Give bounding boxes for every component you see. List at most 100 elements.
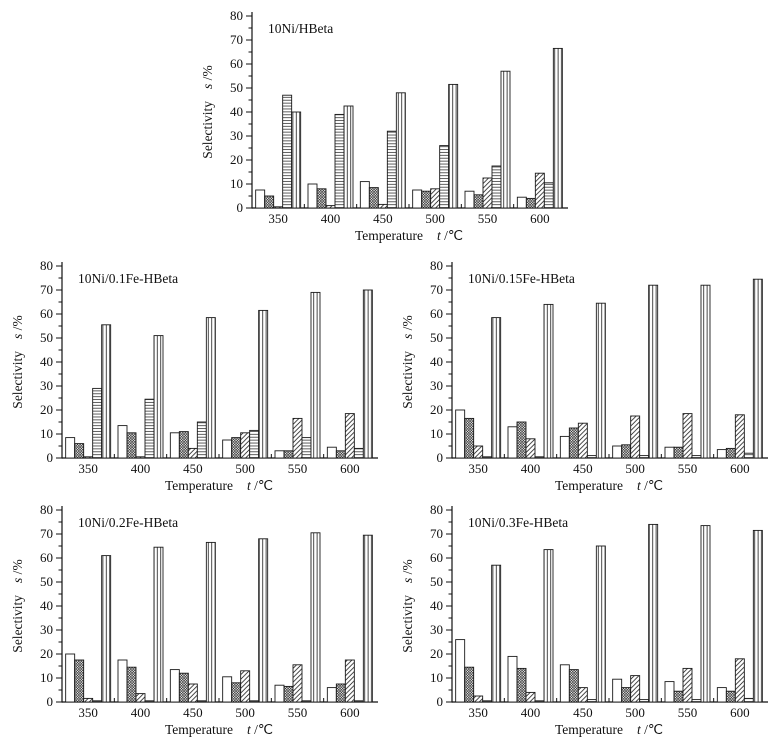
open-bar bbox=[307, 183, 318, 209]
vertical-line-bar bbox=[258, 538, 269, 703]
diagonal-hatch-bar bbox=[577, 422, 588, 459]
horizontal-line-bar bbox=[586, 699, 597, 703]
y-tick-label: 50 bbox=[40, 330, 53, 345]
diagonal-hatch-bar bbox=[344, 659, 355, 703]
y-tick-label: 60 bbox=[230, 56, 243, 71]
y-axis-label: Selectivitys /% bbox=[400, 559, 415, 652]
vertical-line-bar bbox=[362, 289, 373, 459]
vertical-line-bar bbox=[543, 549, 554, 703]
open-bar bbox=[559, 435, 570, 459]
vertical-line-bar bbox=[310, 532, 321, 703]
x-tick-label: 550 bbox=[678, 461, 698, 476]
chart-title: 10Ni/0.1Fe-HBeta bbox=[78, 271, 178, 286]
cross-hatched-bar bbox=[725, 690, 736, 703]
y-tick-label: 10 bbox=[230, 176, 243, 191]
diagonal-hatch-bar bbox=[682, 667, 693, 703]
bar-chart-svg: 0 10 20 30 40 50 60 70 80 350 400 450 500 550 600 10Ni/… bbox=[400, 502, 768, 737]
y-tick-label: 30 bbox=[230, 128, 243, 143]
y-tick-label: 60 bbox=[430, 550, 443, 565]
open-bar bbox=[169, 669, 180, 703]
horizontal-line-bar bbox=[743, 452, 754, 459]
chart-title: 10Ni/0.15Fe-HBeta bbox=[468, 271, 575, 286]
chart-panel-0-3fe-hbeta: 0 10 20 30 40 50 60 70 80 350 400 450 500 550 600 10Ni/… bbox=[396, 500, 776, 744]
cross-hatched-bar bbox=[231, 682, 242, 703]
cross-hatched-bar bbox=[283, 450, 294, 459]
x-tick-label: 450 bbox=[183, 461, 203, 476]
horizontal-line-bar bbox=[92, 700, 103, 703]
x-tick-label: 350 bbox=[78, 705, 98, 720]
open-bar bbox=[507, 655, 518, 703]
cross-hatched-bar bbox=[368, 187, 379, 209]
cross-hatched-bar bbox=[335, 683, 346, 703]
vertical-line-bar bbox=[752, 278, 763, 459]
diagonal-hatch-bar bbox=[630, 415, 641, 459]
x-tick-label: 350 bbox=[78, 461, 98, 476]
cross-hatched-bar bbox=[464, 417, 475, 459]
y-tick-label: 50 bbox=[430, 574, 443, 589]
open-bar bbox=[455, 409, 466, 459]
vertical-line-bar bbox=[205, 541, 216, 703]
vertical-line-bar bbox=[700, 525, 711, 703]
bar-chart-svg: 0 10 20 30 40 50 60 70 80 350 400 450 500 550 600 10Ni/… bbox=[10, 258, 378, 493]
cross-hatched-bar bbox=[283, 685, 294, 703]
diagonal-hatch-bar bbox=[473, 695, 484, 703]
x-tick-label: 450 bbox=[183, 705, 203, 720]
horizontal-line-bar bbox=[249, 429, 260, 459]
bar-chart-svg: 0 10 20 30 40 50 60 70 80 350 400 450 500 550 600 10Ni/… bbox=[400, 258, 768, 493]
y-tick-label: 20 bbox=[430, 646, 443, 661]
x-tick-label: 400 bbox=[521, 705, 541, 720]
cross-hatched-bar bbox=[421, 190, 432, 209]
y-tick-label: 80 bbox=[40, 258, 53, 273]
y-tick-label: 70 bbox=[430, 526, 443, 541]
y-tick-label: 50 bbox=[40, 574, 53, 589]
vertical-line-bar bbox=[395, 92, 406, 209]
vertical-line-bar bbox=[552, 47, 563, 209]
horizontal-line-bar bbox=[691, 455, 702, 459]
horizontal-line-bar bbox=[334, 113, 345, 209]
x-tick-label: 400 bbox=[131, 461, 151, 476]
x-tick-label: 450 bbox=[573, 705, 593, 720]
horizontal-line-bar bbox=[439, 145, 450, 209]
horizontal-line-bar bbox=[743, 697, 754, 703]
vertical-line-bar bbox=[648, 284, 659, 459]
open-bar bbox=[65, 437, 76, 459]
y-tick-label: 10 bbox=[430, 426, 443, 441]
horizontal-line-bar bbox=[282, 94, 293, 209]
horizontal-line-bar bbox=[491, 165, 502, 209]
diagonal-hatch-bar bbox=[187, 683, 198, 703]
cross-hatched-bar bbox=[316, 188, 327, 209]
y-tick-label: 80 bbox=[40, 502, 53, 517]
diagonal-hatch-bar bbox=[273, 206, 284, 209]
horizontal-line-bar bbox=[301, 700, 312, 703]
y-tick-label: 40 bbox=[430, 598, 443, 613]
vertical-line-bar bbox=[543, 303, 554, 459]
vertical-line-bar bbox=[362, 534, 373, 703]
x-tick-label: 600 bbox=[530, 211, 550, 226]
y-tick-label: 10 bbox=[430, 670, 443, 685]
diagonal-hatch-bar bbox=[482, 177, 493, 209]
open-bar bbox=[716, 449, 727, 459]
open-bar bbox=[612, 678, 623, 703]
open-bar bbox=[117, 425, 128, 459]
x-tick-label: 550 bbox=[288, 705, 308, 720]
vertical-line-bar bbox=[491, 564, 502, 703]
cross-hatched-bar bbox=[126, 432, 137, 459]
x-tick-label: 550 bbox=[288, 461, 308, 476]
open-bar bbox=[326, 446, 337, 459]
cross-hatched-bar bbox=[568, 669, 579, 703]
x-tick-label: 350 bbox=[268, 211, 288, 226]
open-bar bbox=[412, 189, 423, 209]
cross-hatched-bar bbox=[231, 437, 242, 459]
horizontal-line-bar bbox=[482, 700, 493, 703]
diagonal-hatch-bar bbox=[630, 675, 641, 703]
x-axis-label: Temperature t /℃ bbox=[555, 478, 663, 493]
vertical-line-bar bbox=[491, 317, 502, 459]
y-tick-label: 0 bbox=[47, 694, 54, 709]
open-bar bbox=[716, 687, 727, 703]
open-bar bbox=[274, 450, 285, 459]
vertical-line-bar bbox=[448, 83, 459, 209]
vertical-line-bar bbox=[153, 335, 164, 459]
y-tick-label: 40 bbox=[40, 354, 53, 369]
diagonal-hatch-bar bbox=[682, 413, 693, 459]
